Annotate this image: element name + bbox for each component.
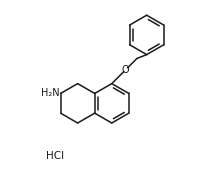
Text: H₂N: H₂N	[41, 88, 60, 99]
Text: HCl: HCl	[46, 151, 64, 162]
Text: O: O	[122, 65, 129, 75]
